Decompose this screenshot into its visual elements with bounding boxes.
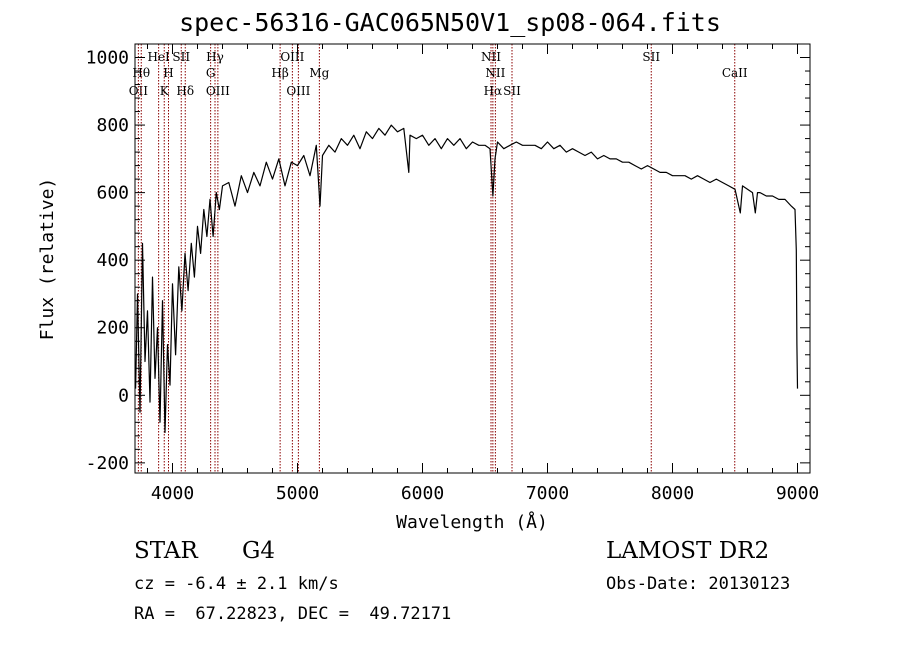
y-tick-label-0: -200 (86, 453, 129, 474)
line-marker-label-15: Hα (484, 84, 503, 98)
line-marker-label-17: SII (503, 84, 521, 98)
line-marker-label-8: Hγ (206, 50, 224, 64)
line-marker-label-0: OII (129, 84, 149, 98)
y-tick-label-2: 200 (96, 318, 129, 339)
ra-dec-coordinates: RA = 67.22823, DEC = 49.72171 (134, 604, 452, 624)
survey-name: LAMOST DR2 (606, 538, 770, 564)
y-tick-label-5: 800 (96, 115, 129, 136)
line-marker-label-11: OIII (280, 50, 304, 64)
object-class: STAR (134, 538, 198, 564)
y-axis-label: Flux (relative) (37, 178, 58, 341)
line-marker-label-5: SII (172, 50, 190, 64)
line-marker-label-12: OIII (286, 84, 310, 98)
x-tick-label-1: 5000 (276, 483, 319, 504)
y-tick-label-6: 1000 (86, 48, 129, 69)
line-marker-label-9: OIII (206, 84, 230, 98)
line-marker-label-7: G (206, 66, 216, 80)
x-tick-label-5: 9000 (776, 483, 819, 504)
y-tick-label-3: 400 (96, 250, 129, 271)
line-marker-label-14: NII (481, 50, 501, 64)
line-marker-label-3: K (160, 84, 170, 98)
y-tick-label-4: 600 (96, 183, 129, 204)
line-marker-label-16: NII (485, 66, 505, 80)
line-marker-label-13: Mg (309, 66, 329, 80)
line-marker-label-2: HeI (147, 50, 170, 64)
x-tick-label-0: 4000 (151, 483, 194, 504)
spectral-line-markers: OII Hθ HeI KH SII Hδ G Hγ OIII Hβ OIII OIII Mg NII Hα N… (129, 44, 748, 473)
line-marker-label-1: Hθ (132, 66, 150, 80)
observation-date: Obs-Date: 20130123 (606, 574, 791, 594)
object-subclass: G4 (242, 538, 276, 564)
plot-axes: 4000 5000 6000 7000 8000 9000 -200 0 200 400 600 80… (86, 43, 819, 504)
spectrum-line (135, 124, 799, 434)
x-axis-label: Wavelength (Å) (396, 511, 548, 533)
x-tick-label-4: 8000 (651, 483, 694, 504)
line-marker-label-10: Hβ (271, 66, 288, 80)
line-marker-label-6: Hδ (176, 84, 194, 98)
line-marker-label-19: CaII (722, 66, 748, 80)
spectrum-series (135, 124, 799, 434)
line-marker-label-18: SII (642, 50, 660, 64)
redshift-velocity: cz = -6.4 ± 2.1 km/s (134, 574, 339, 594)
y-tick-label-1: 0 (118, 385, 129, 406)
x-tick-label-3: 7000 (526, 483, 569, 504)
line-marker-label-4: H (163, 66, 173, 80)
x-tick-label-2: 6000 (401, 483, 444, 504)
chart-title: spec-56316-GAC065N50V1_sp08-064.fits (179, 8, 721, 37)
plot-frame (134, 43, 811, 474)
